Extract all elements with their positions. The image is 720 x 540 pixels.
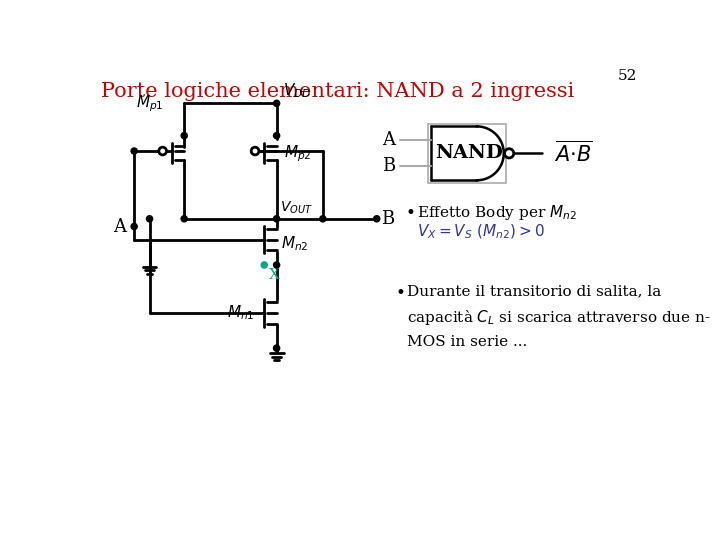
Circle shape	[374, 215, 379, 222]
Text: X: X	[269, 268, 280, 282]
Circle shape	[274, 262, 279, 268]
Text: B: B	[382, 158, 395, 176]
Text: $V_X = V_S\ (M_{n2}) > 0$: $V_X = V_S\ (M_{n2}) > 0$	[417, 222, 544, 241]
Text: A: A	[114, 218, 127, 235]
Circle shape	[181, 215, 187, 222]
Circle shape	[261, 262, 267, 268]
Circle shape	[274, 345, 279, 351]
Text: A: A	[382, 131, 395, 149]
Text: •: •	[396, 284, 406, 302]
Text: $M_{n1}$: $M_{n1}$	[227, 303, 254, 322]
Text: 52: 52	[618, 70, 637, 83]
Circle shape	[159, 147, 166, 155]
Text: B: B	[382, 210, 395, 228]
Text: •: •	[406, 204, 416, 221]
Circle shape	[320, 215, 326, 222]
Circle shape	[505, 148, 514, 158]
Text: $M_{p1}$: $M_{p1}$	[137, 93, 164, 113]
Text: Durante il transitorio di salita, la
capacità $C_L$ si scarica attraverso due n-: Durante il transitorio di salita, la cap…	[407, 284, 711, 349]
Circle shape	[274, 215, 279, 222]
Text: $M_{p2}$: $M_{p2}$	[284, 143, 312, 164]
Circle shape	[146, 215, 153, 222]
Circle shape	[181, 132, 187, 139]
Text: Effetto Body per $M_{n2}$: Effetto Body per $M_{n2}$	[417, 203, 577, 222]
Text: $M_{n2}$: $M_{n2}$	[282, 234, 309, 253]
Text: $V_{DD}$: $V_{DD}$	[283, 82, 311, 100]
Circle shape	[274, 100, 279, 106]
Text: $\overline{\mathit{A{\cdot}B}}$: $\overline{\mathit{A{\cdot}B}}$	[554, 140, 592, 166]
Text: $V_{OUT}$: $V_{OUT}$	[281, 199, 313, 215]
Circle shape	[131, 148, 138, 154]
Circle shape	[274, 132, 279, 139]
Text: NAND: NAND	[435, 144, 503, 163]
Text: Porte logiche elementari: NAND a 2 ingressi: Porte logiche elementari: NAND a 2 ingre…	[101, 82, 575, 101]
Circle shape	[131, 224, 138, 230]
Circle shape	[251, 147, 259, 155]
